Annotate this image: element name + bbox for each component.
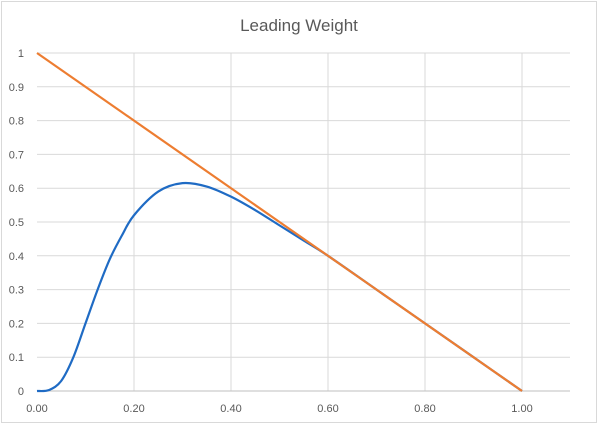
y-tick-label: 0.8 <box>9 116 24 128</box>
x-tick-label: 1.00 <box>511 403 532 415</box>
y-tick-label: 0 <box>18 386 24 398</box>
x-tick-label: 0.20 <box>123 403 144 415</box>
y-tick-label: 0.6 <box>9 183 24 195</box>
series-blue-curve <box>36 181 523 393</box>
y-tick-label: 0.7 <box>9 149 24 161</box>
series-orange-line <box>36 52 523 392</box>
y-tick-label: 0.3 <box>9 285 24 297</box>
y-tick-label: 0.4 <box>9 251 24 263</box>
y-tick-label: 0.9 <box>9 82 24 94</box>
x-tick-label: 0.00 <box>26 403 47 415</box>
x-tick-label: 0.60 <box>317 403 338 415</box>
y-tick-label: 0.5 <box>9 217 24 229</box>
y-tick-label: 1 <box>18 48 24 60</box>
x-tick-label: 0.40 <box>220 403 241 415</box>
x-tick-label: 0.80 <box>414 403 435 415</box>
y-tick-label: 0.2 <box>9 318 24 330</box>
chart-title: Leading Weight <box>240 16 358 35</box>
y-tick-label: 0.1 <box>9 352 24 364</box>
